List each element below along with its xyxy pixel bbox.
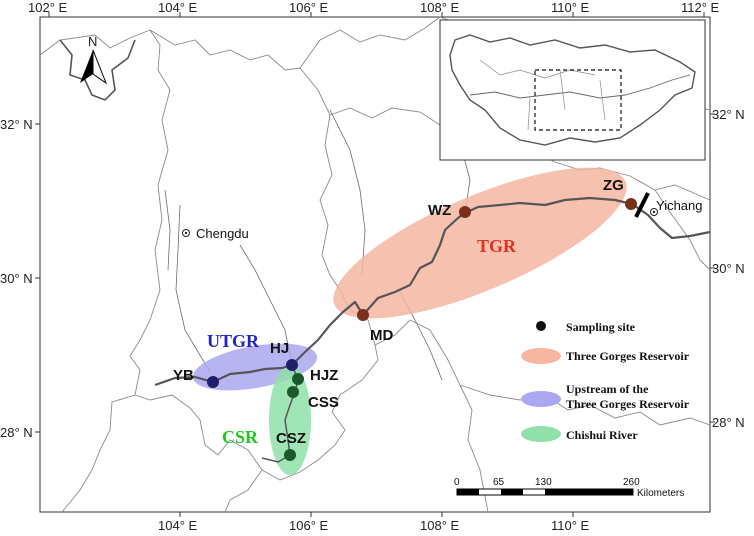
utgr-label: UTGR xyxy=(207,331,260,351)
site-hjz-label: HJZ xyxy=(310,367,338,384)
top-label-112: 112° E xyxy=(681,0,720,15)
legend: Sampling site Three Gorges Reservoir Ups… xyxy=(521,320,690,442)
site-yb-label: YB xyxy=(173,367,194,384)
site-zg-label: ZG xyxy=(603,177,624,194)
legend-csr-swatch xyxy=(521,426,561,442)
legend-site-swatch xyxy=(536,321,546,331)
chengdu-label: Chengdu xyxy=(196,226,249,241)
upper-river xyxy=(59,39,136,101)
bottom-label-110: 110° E xyxy=(551,518,590,533)
bottom-label-108: 108° E xyxy=(420,518,460,533)
site-md-label: MD xyxy=(370,327,393,344)
left-label-32: 32° N xyxy=(0,117,33,132)
dam-marker xyxy=(634,192,650,218)
scale-tick-130: 130 xyxy=(535,477,552,488)
top-label-108: 108° E xyxy=(420,0,460,15)
inset-frame xyxy=(439,19,706,161)
site-yb-dot xyxy=(207,376,219,388)
scale-bar: 0 65 130 260 Kilometers xyxy=(454,477,684,499)
north-label: N xyxy=(88,34,97,49)
yichang-marker-dot xyxy=(652,210,656,214)
site-css-label: CSS xyxy=(308,394,339,411)
left-label-28: 28° N xyxy=(0,425,33,440)
legend-utgr-line2: Three Gorges Reservoir xyxy=(566,397,690,411)
legend-utgr-line1: Upstream of the xyxy=(566,382,649,396)
top-label-104: 104° E xyxy=(158,0,198,15)
top-label-102: 102° E xyxy=(28,0,68,15)
axis-ticks xyxy=(35,12,715,517)
site-zg-dot xyxy=(625,198,637,210)
bottom-label-106: 106° E xyxy=(289,518,329,533)
legend-utgr-swatch xyxy=(521,391,561,407)
inset-tributaries xyxy=(479,59,606,131)
inset-extent-box xyxy=(534,69,622,131)
legend-tgr-swatch xyxy=(521,348,561,364)
yichang-label: Yichang xyxy=(656,198,703,213)
inset-river xyxy=(469,74,691,99)
right-label-28: 28° N xyxy=(712,415,745,430)
tributaries xyxy=(164,109,471,381)
inset-basin xyxy=(449,34,696,146)
site-hj-label: HJ xyxy=(270,340,289,357)
site-md-dot xyxy=(357,309,369,321)
scale-tick-260: 260 xyxy=(623,477,640,488)
scale-unit: Kilometers xyxy=(637,488,684,499)
site-hj-dot xyxy=(286,359,298,371)
left-label-30: 30° N xyxy=(0,271,33,286)
site-css-dot xyxy=(287,386,299,398)
legend-tgr: Three Gorges Reservoir xyxy=(566,349,690,363)
site-csz-dot xyxy=(284,449,296,461)
legend-sampling-site: Sampling site xyxy=(566,320,636,334)
north-arrow-icon: N xyxy=(80,34,108,85)
csr-label: CSR xyxy=(222,427,259,447)
legend-csr: Chishui River xyxy=(566,428,638,442)
site-wz-dot xyxy=(459,206,471,218)
yangtze-river xyxy=(154,196,711,387)
scale-tick-0: 0 xyxy=(454,477,460,488)
csr-region xyxy=(269,365,311,475)
top-label-106: 106° E xyxy=(289,0,329,15)
tgr-label: TGR xyxy=(477,236,517,256)
site-hjz-dot xyxy=(292,373,304,385)
inset-map xyxy=(439,19,706,161)
right-label-30: 30° N xyxy=(712,261,745,276)
bottom-label-104: 104° E xyxy=(158,518,198,533)
scale-tick-65: 65 xyxy=(493,477,505,488)
right-label-32: 32° N xyxy=(712,107,745,122)
chengdu-marker-dot xyxy=(184,231,188,235)
tgr-region xyxy=(333,167,627,319)
top-label-110: 110° E xyxy=(551,0,590,15)
site-csz-label: CSZ xyxy=(276,430,306,447)
site-wz-label: WZ xyxy=(428,202,451,219)
